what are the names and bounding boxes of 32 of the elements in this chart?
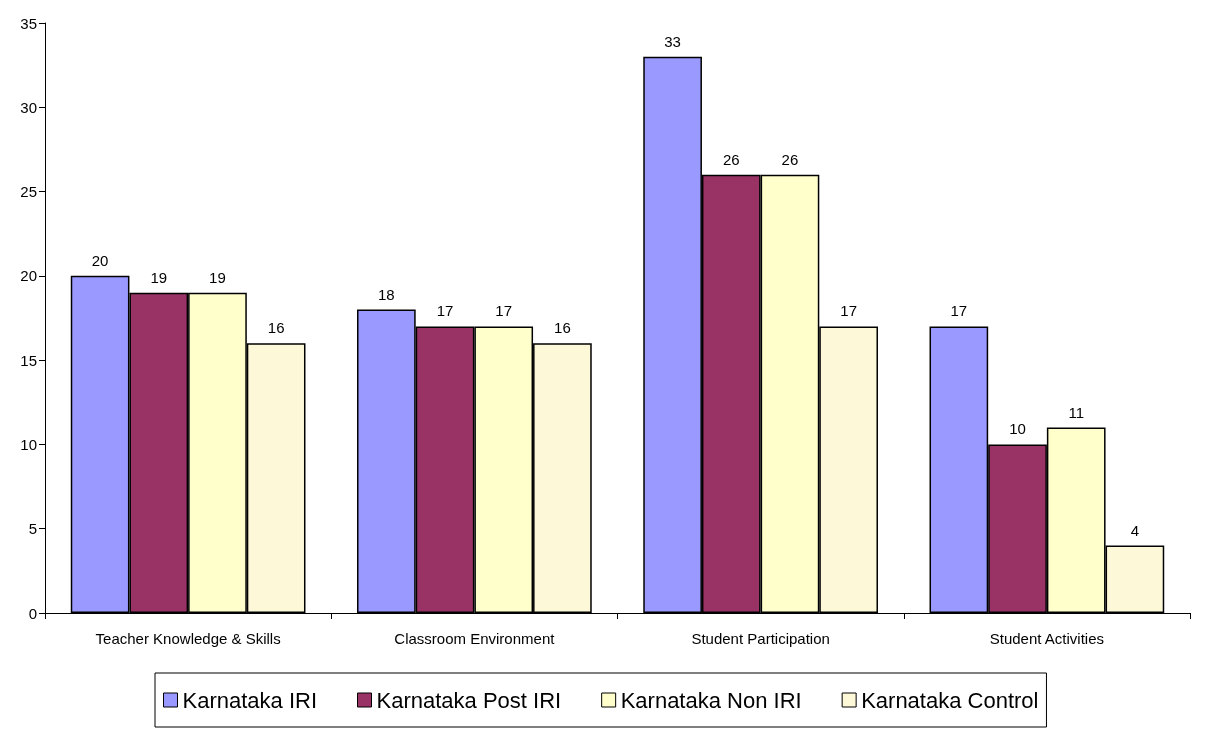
- data-label: 26: [722, 150, 740, 168]
- data-label: 11: [1068, 403, 1084, 421]
- data-label: 33: [664, 32, 681, 50]
- data-label: 19: [209, 268, 226, 286]
- y-tick-label: 20: [20, 267, 37, 285]
- y-tick-label: 0: [28, 604, 37, 622]
- data-label: 17: [436, 302, 454, 320]
- data-label: 17: [840, 302, 857, 320]
- data-label: 17: [950, 302, 968, 320]
- data-label: 26: [781, 150, 799, 168]
- y-tick-label: 5: [28, 520, 37, 538]
- data-label: 20: [91, 251, 109, 269]
- data-label: 17: [495, 302, 513, 320]
- y-tick-label: 25: [20, 183, 37, 201]
- y-tick-label: 15: [20, 351, 37, 369]
- x-tick-label: Student Activities: [989, 630, 1104, 647]
- y-tick-label: 30: [20, 98, 37, 116]
- data-label: 16: [267, 319, 285, 337]
- data-label: 18: [378, 285, 395, 303]
- x-tick-label: Teacher Knowledge & Skills: [95, 630, 281, 647]
- data-label: 10: [1009, 420, 1026, 438]
- legend-label: Karnataka IRI: [182, 687, 318, 713]
- legend-label: Karnataka Non IRI: [620, 687, 802, 713]
- data-label: 4: [1130, 521, 1140, 539]
- y-tick-label: 35: [20, 14, 37, 32]
- data-label: 16: [554, 319, 571, 337]
- y-tick-label: 10: [20, 435, 37, 453]
- x-tick-label: Classroom Environment: [394, 630, 556, 647]
- legend-label: Karnataka Control: [861, 687, 1039, 713]
- data-label: 19: [150, 268, 168, 286]
- legend-label: Karnataka Post IRI: [376, 687, 562, 713]
- x-tick-label: Student Participation: [691, 630, 830, 647]
